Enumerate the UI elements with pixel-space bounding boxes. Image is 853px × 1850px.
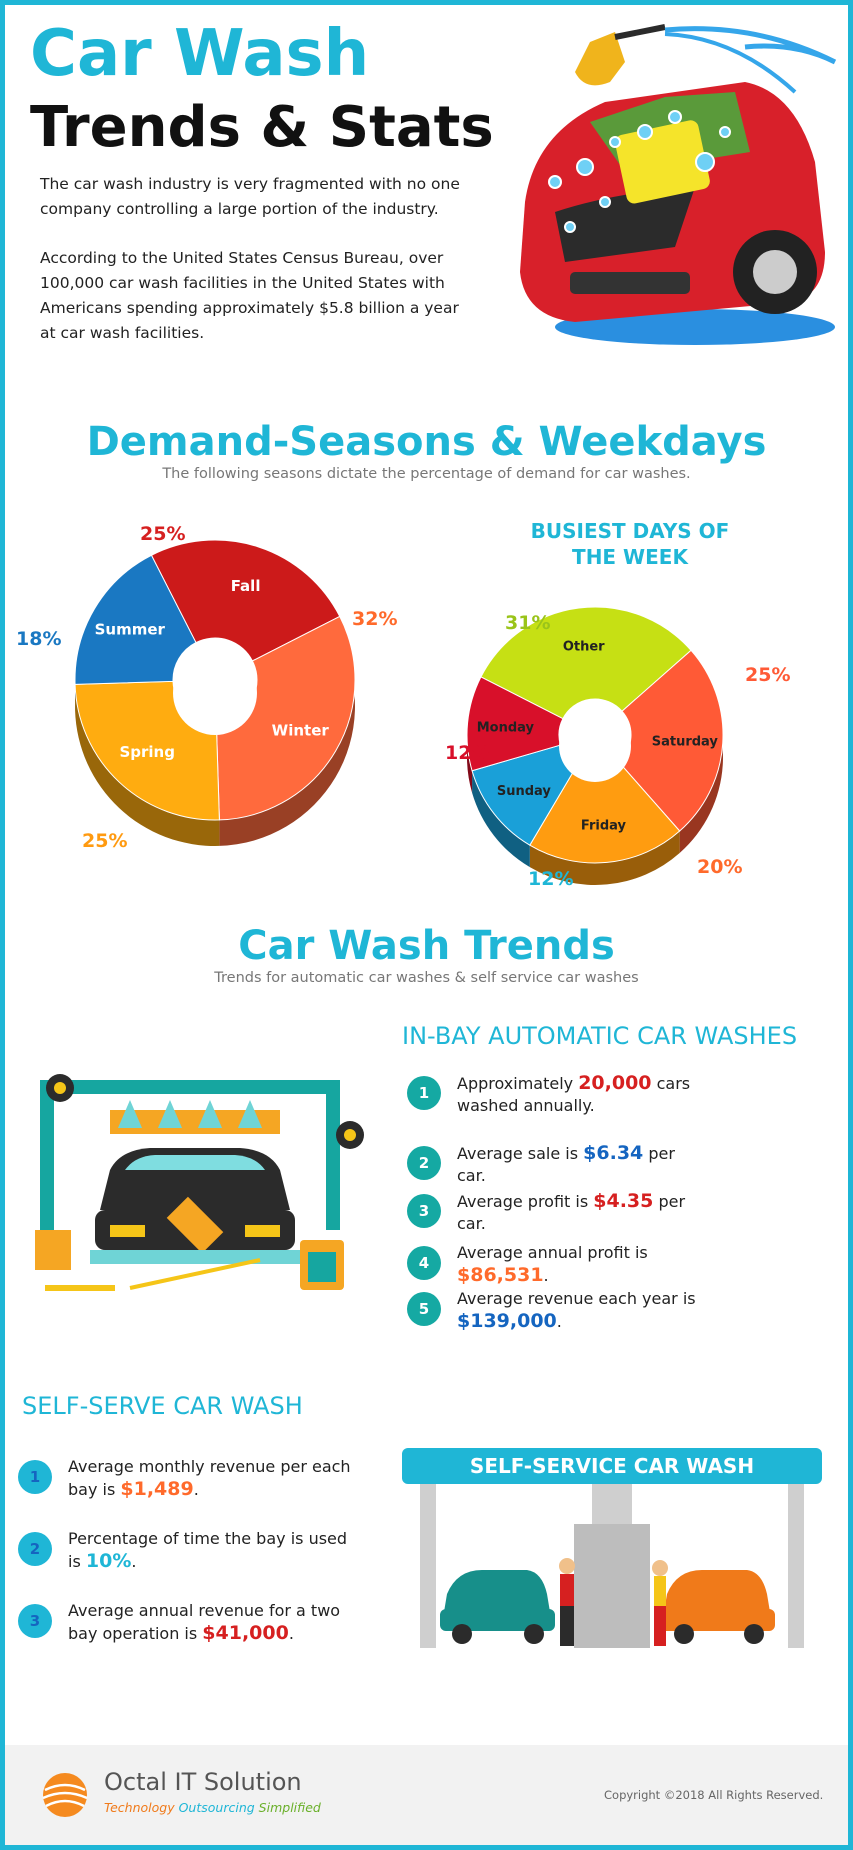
selfserve-item-suffix: . [288,1624,294,1643]
trends-section-subtitle: Trends for automatic car washes & self s… [214,970,639,986]
slice-label-summer: Summer [95,621,166,639]
selfserve-item-text: Average annual revenue for a two bay ope… [68,1601,341,1643]
selfserve-item: Average monthly revenue per each bay is … [68,1456,358,1501]
automatic-car-wash-illustration [35,1074,364,1291]
demand-section-title: Demand-Seasons & Weekdays [86,419,767,465]
selfserve-item-text: Average monthly revenue per each bay is [68,1457,351,1499]
inbay-item-text: Approximately [457,1074,579,1093]
slice-depth-spring [75,684,220,846]
donut-hole [559,710,631,782]
selfserve-number-badge: 2 [18,1532,52,1566]
inbay-item-suffix: . [543,1266,549,1285]
slice-summer [74,554,197,685]
selfserve-item-value: $1,489 [120,1478,194,1500]
pct-label-friday: 20% [697,856,743,878]
selfserve-title: SELF-SERVE CAR WASH [22,1392,303,1420]
inbay-item-text: Average profit is [457,1192,594,1211]
slice-label-fall: Fall [231,577,261,595]
pct-label-winter: 32% [352,608,398,630]
inbay-number-badge: 2 [407,1146,441,1180]
footer-tagline: Technology Outsourcing Simplified [104,1800,321,1815]
page-title-line2: Trends & Stats [30,95,494,160]
selfserve-item-value: 10% [85,1550,132,1572]
slice-other [480,606,692,720]
page-title-line1: Car Wash [30,17,370,91]
slice-label-monday: Monday [477,721,535,736]
inbay-item-suffix: . [556,1312,562,1331]
footer [5,1745,848,1845]
seasons-donut-chart: Fall Winter Spring Summer [74,539,356,846]
inbay-item-value: $139,000 [457,1310,557,1332]
slice-depth-friday [529,831,680,885]
pct-label-other: 31% [505,612,551,634]
slice-saturday [618,649,724,832]
selfserve-item: Average annual revenue for a two bay ope… [68,1600,358,1645]
slice-label-saturday: Saturday [652,735,719,750]
selfserve-item-suffix: . [131,1552,137,1571]
pct-label-summer: 18% [16,628,62,650]
slice-depth-sunday [472,770,530,868]
inbay-item-value: $86,531 [457,1264,544,1286]
selfserve-item: Percentage of time the bay is used is 10… [68,1528,358,1573]
tagline-outsourcing: Outsourcing [178,1800,255,1815]
slice-fall [150,539,341,662]
inbay-item-suffix: per car. [457,1192,686,1233]
weekdays-chart-title: BUSIEST DAYS OF THE WEEK [510,518,750,570]
pct-label-sunday: 12% [528,868,574,890]
pct-label-monday: 12% [445,742,491,764]
pct-label-fall: 25% [140,523,186,545]
inbay-item: Average profit is $4.35 per car. [457,1190,707,1235]
inbay-item: Average revenue each year is $139,000. [457,1288,707,1333]
slice-label-other: Other [563,640,605,655]
tagline-simplified: Simplified [258,1800,321,1815]
donut-hole [173,651,257,735]
inbay-number-badge: 4 [407,1246,441,1280]
slice-label-sunday: Sunday [497,784,552,799]
inbay-item: Approximately 20,000 cars washed annuall… [457,1072,707,1117]
intro-paragraph-2: According to the United States Census Bu… [40,249,459,342]
inbay-item: Average sale is $6.34 per car. [457,1142,707,1187]
slice-label-friday: Friday [581,819,627,834]
intro-paragraph-1: The car wash industry is very fragmented… [40,175,460,218]
slice-monday [466,676,564,772]
inbay-item-value: $4.35 [593,1190,654,1212]
inbay-item-text: Average sale is [457,1144,584,1163]
inbay-title: IN-BAY AUTOMATIC CAR WASHES [402,1022,798,1050]
pct-label-saturday: 25% [745,664,791,686]
inbay-item-suffix: per car. [457,1144,675,1185]
weekdays-donut-chart: Other Saturday Friday Sunday Monday [466,606,724,885]
inbay-item-value: 20,000 [578,1072,652,1094]
inbay-item-text: Average revenue each year is [457,1289,696,1308]
slice-depth-winter [219,616,355,846]
selfserve-number-badge: 3 [18,1604,52,1638]
pct-label-spring: 25% [82,830,128,852]
inbay-item-text: Average annual profit is [457,1243,648,1262]
weekdays-title-line2: THE WEEK [572,545,688,569]
footer-copyright: Copyright ©2018 All Rights Reserved. [604,1788,824,1802]
car-wash-hero-illustration [520,24,837,345]
inbay-number-badge: 5 [407,1292,441,1326]
selfserve-item-value: $41,000 [202,1622,289,1644]
tagline-technology: Technology [104,1800,175,1815]
selfserve-number-badge: 1 [18,1460,52,1494]
weekdays-title-line1: BUSIEST DAYS OF [530,519,730,543]
slice-label-winter: Winter [272,721,330,739]
inbay-number-badge: 1 [407,1076,441,1110]
inbay-number-badge: 3 [407,1194,441,1228]
trends-section-title: Car Wash Trends [238,923,615,969]
selfserve-item-text: Percentage of time the bay is used is [68,1529,348,1571]
selfservice-banner: SELF-SERVICE CAR WASH [402,1448,822,1484]
footer-brand: Octal IT Solution [104,1768,302,1796]
inbay-item-value: $6.34 [583,1142,644,1164]
self-service-station-illustration [420,1484,804,1648]
company-logo-icon [42,1773,88,1817]
selfserve-item-suffix: . [193,1480,199,1499]
demand-section-subtitle: The following seasons dictate the percen… [162,466,691,482]
inbay-item: Average annual profit is $86,531. [457,1242,707,1287]
inbay-item-suffix: cars washed annually. [457,1074,691,1115]
slice-label-spring: Spring [119,743,175,761]
